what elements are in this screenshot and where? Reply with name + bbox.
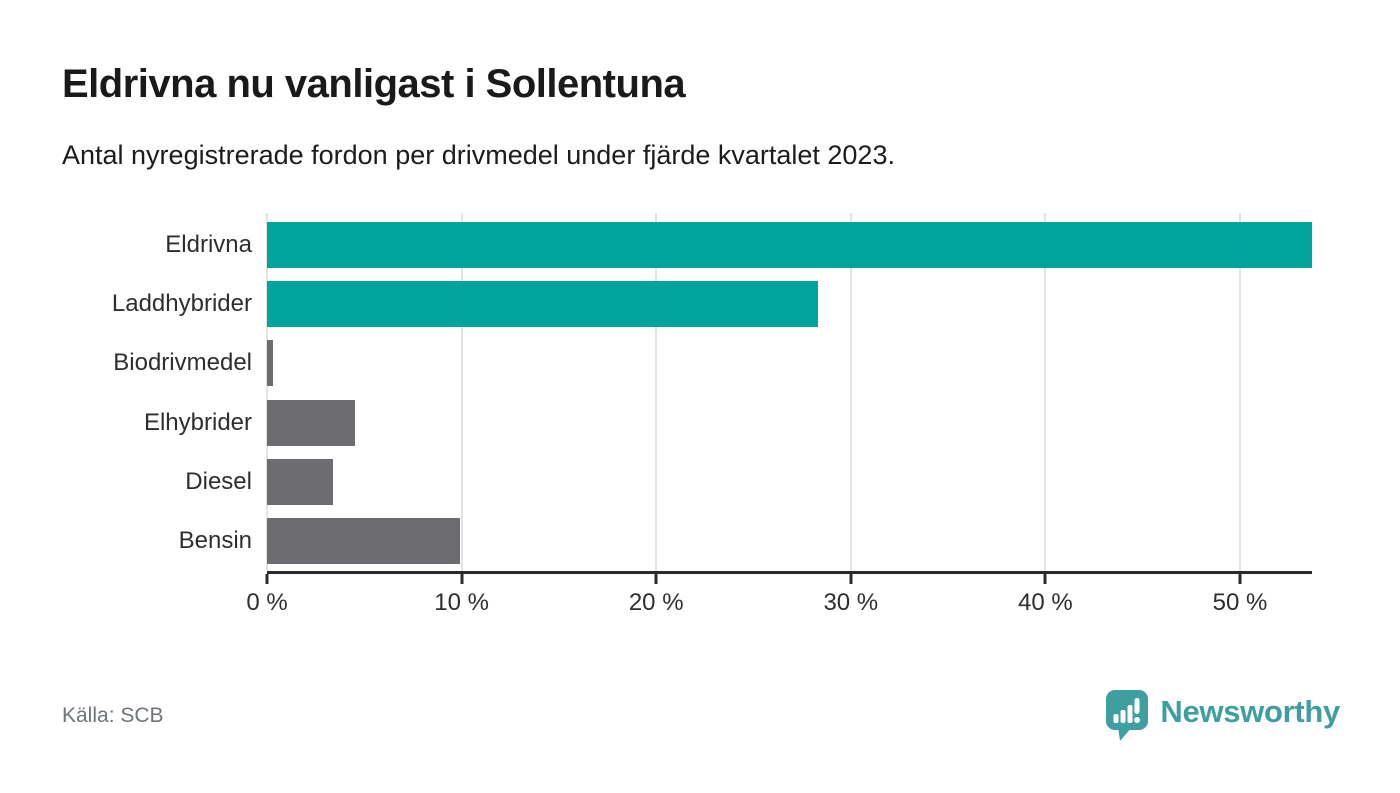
newsworthy-wordmark: Newsworthy [1160, 694, 1340, 729]
category-label-eldrivna: Eldrivna [165, 230, 252, 258]
gridline-10 [460, 213, 463, 571]
plot-area [266, 213, 1312, 571]
gridline-30 [849, 213, 852, 571]
category-label-bensin: Bensin [178, 527, 252, 555]
logo-bar-small [1113, 714, 1119, 723]
axis-tick [1043, 574, 1047, 584]
logo-bar-tall [1127, 705, 1133, 723]
axis-tick [654, 574, 658, 584]
bar-laddhybrider [267, 281, 818, 327]
gridline-20 [655, 213, 658, 571]
gridline-0 [266, 213, 268, 571]
chart-subtitle: Antal nyregistrerade fordon per drivmede… [62, 140, 895, 170]
axis-tick-label: 40 % [1018, 589, 1073, 616]
newsworthy-brand: Newsworthy [1105, 690, 1340, 742]
bar-biodrivmedel [267, 340, 273, 387]
category-label-laddhybrider: Laddhybrider [111, 289, 252, 317]
x-axis-line [267, 571, 1312, 574]
gridline-40 [1044, 213, 1047, 571]
axis-tick-label: 20 % [628, 589, 684, 616]
x-axis: 0 % 10 % 20 % 30 % 40 % 50 % [246, 571, 1312, 621]
axis-tick-label: 10 % [434, 589, 489, 616]
category-labels: Eldrivna Laddhybrider Biodrivmedel Elhybrid… [62, 215, 252, 571]
bar-diesel [267, 459, 334, 505]
source-label: Källa: SCB [62, 704, 164, 727]
axis-tick [460, 574, 464, 584]
category-label-diesel: Diesel [185, 467, 252, 495]
axis-tick-label: 0 % [246, 589, 288, 616]
chart-title: Eldrivna nu vanligast i Sollentuna [62, 62, 686, 106]
category-label-elhybrider: Elhybrider [143, 408, 252, 436]
bar-eldrivna [267, 221, 1312, 268]
axis-tick-label: 30 % [823, 589, 879, 616]
axis-tick-label: 50 % [1212, 589, 1268, 616]
gridline-50 [1238, 213, 1241, 571]
axis-tick [265, 574, 269, 584]
axis-tick [1238, 574, 1242, 584]
newsworthy-logo-icon [1106, 690, 1149, 741]
logo-exclamation-dot [1134, 717, 1141, 723]
category-label-biodrivmedel: Biodrivmedel [113, 349, 252, 377]
logo-exclamation-stem [1134, 698, 1140, 714]
bar-elhybrider [267, 399, 355, 446]
axis-tick [849, 574, 853, 584]
bar-bensin [267, 518, 460, 565]
logo-bar-medium [1120, 710, 1126, 723]
